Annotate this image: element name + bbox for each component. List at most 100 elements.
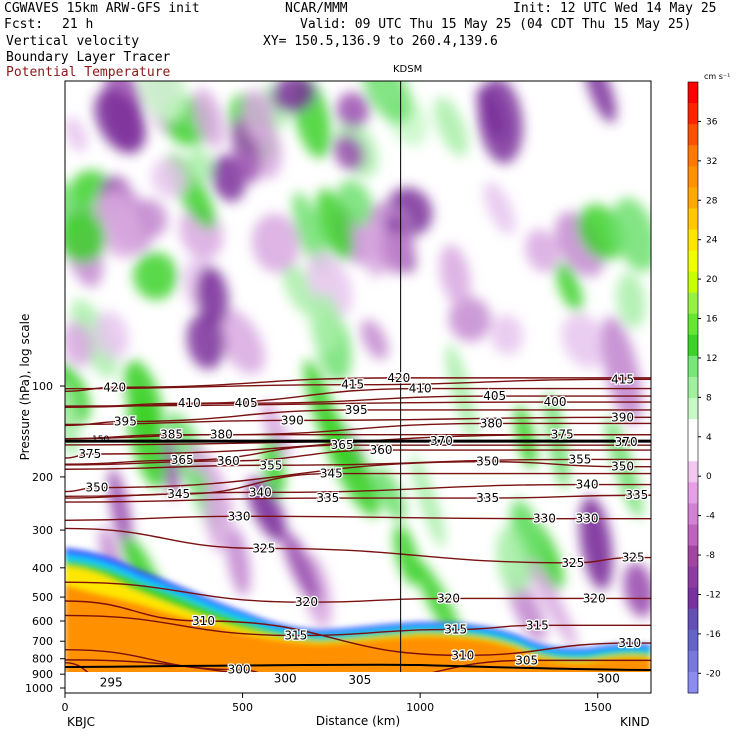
forecast-label: Fcst: bbox=[4, 17, 44, 32]
velocity-cell bbox=[160, 433, 180, 498]
isentrope-label: 315 bbox=[444, 622, 467, 636]
isentrope-400 bbox=[65, 401, 651, 407]
isentrope-label: 300 bbox=[274, 671, 297, 685]
colorbar-tick-label: 36 bbox=[706, 117, 718, 127]
isentrope-label: 340 bbox=[249, 485, 272, 499]
isentrope-label: 405 bbox=[235, 396, 258, 410]
velocity-cell bbox=[514, 405, 537, 469]
velocity-cell bbox=[555, 261, 583, 312]
colorbar-frame bbox=[687, 81, 699, 694]
velocity-cell bbox=[373, 466, 406, 521]
isentrope-label: 335 bbox=[476, 491, 499, 505]
isentrope-label: 410 bbox=[409, 382, 432, 396]
colorbar-tick-label: -12 bbox=[706, 590, 721, 600]
isentrope-label: 365 bbox=[171, 453, 194, 467]
terrain-outline bbox=[65, 663, 651, 671]
isentrope-label: 370 bbox=[615, 435, 638, 449]
isentrope-label: 310 bbox=[451, 648, 474, 662]
colorbar-tick-label: 24 bbox=[706, 236, 718, 246]
isentrope-315 bbox=[65, 614, 651, 637]
colorbar-tick-label: 12 bbox=[706, 354, 717, 364]
isentrope-label: 400 bbox=[544, 395, 567, 409]
velocity-cell bbox=[261, 401, 291, 460]
field-vertical-velocity: Vertical velocity bbox=[6, 34, 140, 49]
x-tick-label: 1500 bbox=[584, 701, 612, 714]
velocity-cell bbox=[65, 116, 88, 152]
colorbar-swatch bbox=[688, 461, 698, 483]
velocity-cell bbox=[410, 454, 446, 548]
velocity-cell bbox=[333, 134, 365, 171]
isentrope-label: 360 bbox=[217, 454, 240, 468]
isentrope-label: 410 bbox=[178, 396, 201, 410]
isentrope-label: 355 bbox=[260, 458, 283, 472]
colorbar-swatch bbox=[688, 271, 698, 294]
velocity-cell bbox=[70, 299, 118, 378]
velocity-cell bbox=[434, 96, 468, 157]
velocity-cell bbox=[362, 81, 412, 125]
velocity-cell bbox=[271, 81, 316, 113]
vertical-velocity-field bbox=[65, 81, 651, 649]
isentrope-label: 305 bbox=[348, 673, 371, 687]
init-time: Init: 12 UTC Wed 14 May 25 bbox=[513, 1, 717, 16]
colorbar-tick-label: -20 bbox=[706, 669, 721, 679]
colorbar-tick-label: 16 bbox=[706, 315, 718, 325]
colorbar-swatch bbox=[688, 355, 698, 378]
y-tick-label: 100 bbox=[32, 380, 53, 393]
isentrope-label: 320 bbox=[583, 591, 606, 605]
colorbar-swatch bbox=[688, 229, 698, 252]
velocity-cell bbox=[448, 296, 491, 342]
isentrope-355 bbox=[65, 458, 651, 470]
isentrope-label: 420 bbox=[103, 380, 126, 394]
velocity-cell bbox=[490, 314, 524, 355]
y-tick-label: 400 bbox=[32, 562, 53, 575]
colorbar-tick-label: -16 bbox=[706, 630, 721, 640]
velocity-cell bbox=[601, 316, 642, 425]
isentrope-label: 415 bbox=[341, 378, 364, 392]
velocity-cell bbox=[476, 86, 507, 140]
velocity-cell bbox=[187, 147, 213, 183]
isentrope-320 bbox=[65, 581, 651, 603]
velocity-cell bbox=[561, 313, 608, 369]
isentrope-390 bbox=[65, 416, 651, 426]
velocity-cell bbox=[65, 321, 94, 367]
colorbar-swatch bbox=[688, 608, 698, 631]
velocity-cell bbox=[247, 477, 286, 542]
isentrope-label: 300 bbox=[597, 671, 620, 685]
x-tick-label: 500 bbox=[232, 701, 253, 714]
isentrope-label: 310 bbox=[618, 636, 641, 650]
isentrope-label: 295 bbox=[100, 676, 123, 690]
velocity-cell bbox=[215, 308, 265, 375]
velocity-cell bbox=[133, 251, 178, 300]
isentrope-335 bbox=[65, 494, 651, 503]
isentrope-395 bbox=[65, 409, 651, 427]
velocity-cell bbox=[94, 311, 129, 359]
velocity-cell bbox=[616, 272, 646, 329]
colorbar-swatch bbox=[688, 376, 698, 399]
y-tick-label: 900 bbox=[32, 668, 53, 681]
isentrope-label: 350 bbox=[86, 481, 109, 495]
isentrope-label: 325 bbox=[561, 556, 584, 570]
colorbar-unit: cm s⁻¹ bbox=[704, 72, 730, 81]
valid-time: Valid: 09 UTC Thu 15 May 25 (04 CDT Thu … bbox=[300, 17, 692, 32]
velocity-cell bbox=[316, 188, 354, 261]
velocity-cell bbox=[360, 319, 389, 360]
colorbar-swatch bbox=[688, 334, 698, 357]
plot-frame bbox=[64, 80, 652, 694]
isentrope-label: 330 bbox=[533, 512, 556, 526]
velocity-cell bbox=[612, 197, 651, 272]
isentrope-410 bbox=[65, 387, 651, 408]
colorbar-swatch bbox=[688, 398, 698, 420]
isentrope-label: 305 bbox=[515, 653, 538, 667]
isentrope-label: 355 bbox=[569, 452, 592, 466]
velocity-cell bbox=[483, 181, 516, 235]
left-endpoint-label: KBJC bbox=[67, 715, 95, 729]
velocity-cell bbox=[361, 222, 387, 278]
isentrope-label: 315 bbox=[526, 618, 549, 632]
colorbar-swatch bbox=[688, 482, 698, 504]
velocity-cell bbox=[336, 92, 370, 129]
x-axis-label: Distance (km) bbox=[316, 714, 400, 728]
isentrope-label: 320 bbox=[437, 591, 460, 605]
isentrope-label: 325 bbox=[252, 541, 275, 555]
forecast-hour: 21 h bbox=[62, 17, 94, 32]
velocity-cell bbox=[241, 89, 275, 142]
